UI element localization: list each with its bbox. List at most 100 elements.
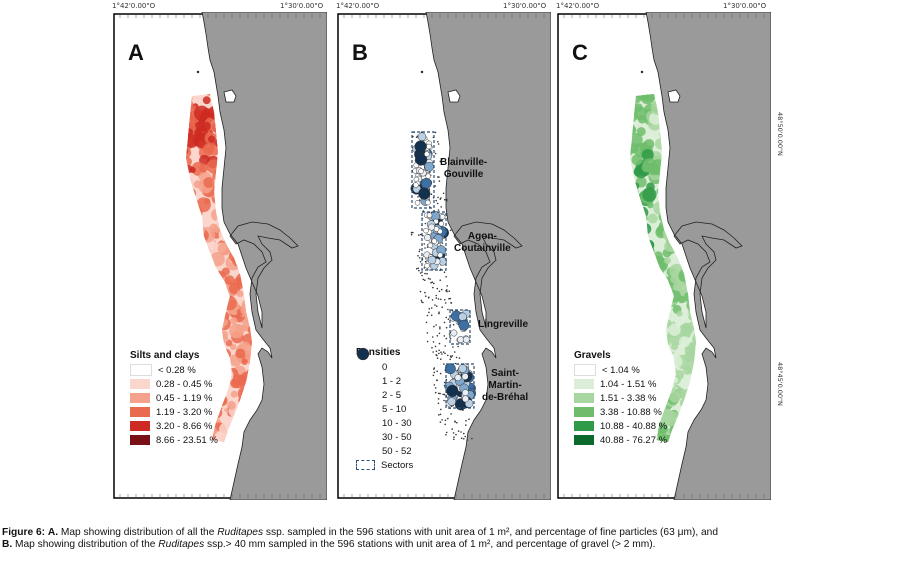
coord-left-a: 1°42'0.00"O — [112, 2, 156, 10]
station-point — [423, 267, 426, 269]
station-point — [436, 202, 439, 205]
station-point — [458, 319, 470, 331]
station-point — [450, 329, 458, 337]
sector-swatch — [356, 460, 375, 470]
station-point — [439, 214, 446, 220]
map-a-svg — [113, 12, 327, 500]
coord-right-b: 1°30'0.00"O — [503, 2, 547, 10]
station-point — [427, 242, 434, 249]
station-point — [444, 302, 447, 304]
station-point — [434, 345, 437, 348]
station-point — [425, 173, 431, 179]
station-point — [438, 349, 440, 352]
station-point — [465, 419, 467, 422]
station-point — [462, 395, 469, 403]
land-area — [425, 12, 551, 500]
map-panel-b: B Blainville- Gouville Agon- Coutainville … — [336, 12, 551, 500]
legend-swatch — [574, 364, 596, 376]
station-point — [449, 297, 452, 300]
legend-item: 0.45 - 1.19 % — [130, 391, 218, 405]
legend-label: 10.88 - 40.88 % — [600, 420, 668, 432]
station-point — [445, 316, 447, 319]
station-point — [438, 342, 441, 345]
sector-box — [411, 131, 435, 209]
station-point — [415, 268, 418, 270]
legend-title: Densities — [356, 347, 401, 358]
legend-item: 3.20 - 8.66 % — [130, 419, 218, 433]
coord-left-b: 1°42'0.00"O — [336, 2, 380, 10]
legend-item: 10.88 - 40.88 % — [574, 419, 667, 433]
station-point — [436, 357, 439, 360]
station-point — [439, 392, 441, 395]
station-point — [441, 419, 443, 421]
station-point — [441, 242, 444, 244]
legend-item: 1 - 2 — [356, 351, 413, 388]
station-point — [426, 143, 432, 150]
station-point — [417, 267, 419, 269]
station-point — [447, 417, 449, 420]
station-point — [417, 132, 427, 141]
station-point — [424, 234, 431, 242]
legend-item: 1.04 - 1.51 % — [574, 377, 667, 391]
station-point — [415, 136, 418, 139]
legend-label: Sectors — [381, 459, 414, 471]
station-point — [438, 311, 440, 314]
station-point — [445, 199, 448, 202]
station-point — [443, 335, 446, 337]
coord-right-a: 1°30'0.00"O — [280, 2, 324, 10]
legend-label: 3.20 - 8.66 % — [156, 420, 213, 432]
legend-item: 2 - 5 — [356, 350, 413, 402]
station-point — [419, 272, 422, 274]
station-point — [418, 257, 421, 259]
caption-a-label: A. — [47, 527, 59, 538]
station-point — [418, 199, 421, 201]
legend-dot — [356, 352, 376, 373]
land-area — [645, 12, 771, 500]
station-point — [446, 290, 448, 293]
station-point — [433, 384, 436, 386]
sector-label-agon: Agon- Coutainville — [454, 231, 511, 254]
station-point — [443, 393, 446, 396]
legend-label: 0 — [382, 361, 388, 373]
station-point — [431, 238, 438, 244]
legend-label: 50 - 52 — [382, 445, 412, 457]
station-point — [441, 306, 443, 309]
station-point — [454, 374, 462, 382]
legend-item: 3.38 - 10.88 % — [574, 405, 667, 419]
coord-lat-lower: 48°45'0.00"N — [776, 362, 784, 406]
station-point — [426, 332, 429, 334]
station-point — [428, 223, 436, 231]
station-point — [433, 209, 435, 212]
station-point — [424, 279, 426, 282]
legend-label: 2 - 5 — [382, 389, 402, 401]
station-point — [421, 274, 423, 277]
station-point — [441, 353, 443, 355]
legend-label: 0.45 - 1.19 % — [156, 392, 213, 404]
station-point — [410, 233, 413, 236]
caption-a-text-1: Map showing distribution of all the — [58, 527, 218, 538]
station-point — [437, 402, 440, 405]
station-point — [438, 352, 440, 355]
station-point — [447, 308, 449, 311]
island — [667, 89, 681, 103]
station-point — [417, 196, 419, 198]
station-point — [435, 354, 437, 356]
station-point — [427, 277, 430, 280]
station-point — [445, 431, 448, 434]
station-point — [444, 419, 447, 422]
legend-item-sectors: Sectors — [356, 458, 413, 472]
station-point — [440, 358, 442, 361]
station-point — [420, 299, 423, 302]
caption-b-italic: Ruditapes — [158, 539, 205, 550]
station-point — [456, 369, 459, 372]
station-point — [452, 323, 455, 326]
station-point — [436, 379, 438, 381]
station-point — [451, 428, 453, 430]
station-point — [425, 199, 431, 206]
gravels-legend: Gravels < 1.04 % 1.04 - 1.51 % 1.51 - 3.38… — [574, 350, 667, 447]
station-point — [441, 158, 443, 160]
station-point — [463, 432, 465, 435]
legend-swatch — [574, 407, 594, 417]
legend-label: < 1.04 % — [602, 364, 640, 376]
map-panel-c: C Gravels < 1.04 % 1.04 - 1.51 % 1.51 - 3.… — [556, 12, 771, 500]
